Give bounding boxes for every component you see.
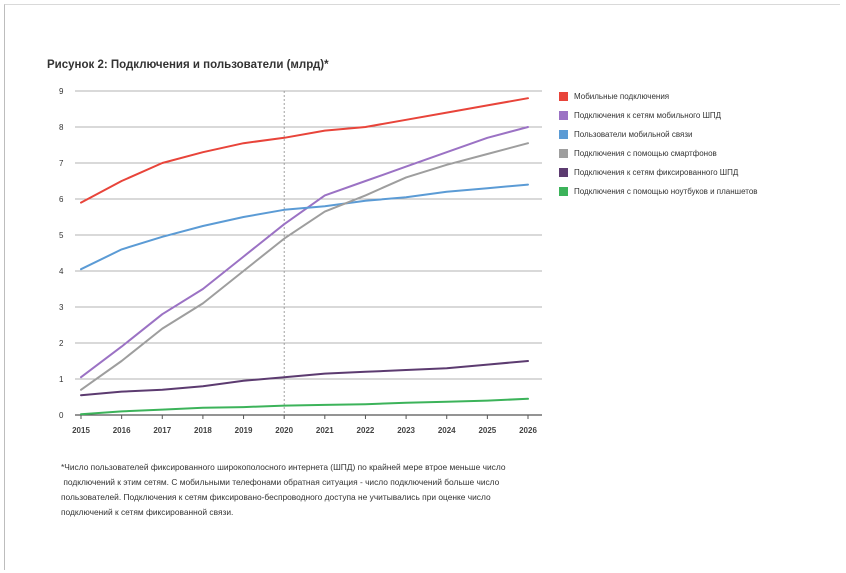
legend-item-fixed-broadband: Подключения к сетям фиксированного ШПД [559, 163, 839, 182]
legend-swatch [559, 92, 568, 101]
chart-title: Рисунок 2: Подключения и пользователи (м… [47, 59, 329, 71]
series-line [80, 142, 529, 391]
x-tick-label: 2015 [72, 426, 90, 435]
legend-swatch [559, 130, 568, 139]
chart-footnote: *Число пользователей фиксированного широ… [61, 460, 741, 520]
y-tick-label: 8 [59, 123, 64, 132]
y-tick-label: 2 [59, 339, 64, 348]
x-tick-label: 2016 [113, 426, 131, 435]
x-tick-label: 2025 [478, 426, 496, 435]
legend-label: Подключения с помощью ноутбуков и планше… [574, 187, 758, 196]
y-tick-label: 1 [59, 375, 64, 384]
series-line [80, 397, 529, 416]
legend-label: Мобильные подключения [574, 92, 670, 101]
legend-swatch [559, 168, 568, 177]
y-tick-label: 6 [59, 195, 64, 204]
legend-swatch [559, 111, 568, 120]
legend-label: Подключения к сетям мобильного ШПД [574, 111, 722, 120]
legend-label: Подключения к сетям фиксированного ШПД [574, 168, 739, 177]
series-line [80, 97, 529, 204]
series-line [80, 360, 529, 397]
legend-swatch [559, 149, 568, 158]
y-tick-label: 0 [59, 411, 64, 420]
x-tick-label: 2022 [357, 426, 375, 435]
y-tick-label: 5 [59, 231, 64, 240]
x-tick-label: 2026 [519, 426, 537, 435]
legend-item-smartphones: Подключения с помощью смартфонов [559, 144, 839, 163]
footnote-line: *Число пользователей фиксированного широ… [61, 462, 506, 472]
x-tick-label: 2021 [316, 426, 334, 435]
x-tick-label: 2019 [235, 426, 253, 435]
footnote-line: подключений к этим сетям. С мобильными т… [61, 477, 500, 487]
y-tick-label: 4 [59, 267, 64, 276]
x-tick-label: 2020 [275, 426, 293, 435]
legend-label: Пользователи мобильной связи [574, 130, 693, 139]
x-tick-label: 2018 [194, 426, 212, 435]
chart-legend: Мобильные подключения Подключения к сетя… [559, 87, 839, 201]
legend-item-mobile-connections: Мобильные подключения [559, 87, 839, 106]
y-tick-label: 9 [59, 87, 64, 96]
footnote-line: подключений к сетям фиксированной связи. [61, 507, 234, 517]
legend-item-mobile-users: Пользователи мобильной связи [559, 125, 839, 144]
figure-frame [4, 4, 840, 570]
legend-item-laptops-tablets: Подключения с помощью ноутбуков и планше… [559, 182, 839, 201]
x-tick-label: 2024 [438, 426, 456, 435]
series-line [80, 183, 529, 271]
legend-item-mobile-broadband: Подключения к сетям мобильного ШПД [559, 106, 839, 125]
series-line [80, 126, 529, 379]
legend-label: Подключения с помощью смартфонов [574, 149, 717, 158]
x-tick-label: 2017 [153, 426, 171, 435]
y-tick-label: 3 [59, 303, 64, 312]
legend-swatch [559, 187, 568, 196]
x-tick-label: 2023 [397, 426, 415, 435]
footnote-line: пользователей. Подключения к сетям фикси… [61, 492, 491, 502]
y-tick-label: 7 [59, 159, 64, 168]
